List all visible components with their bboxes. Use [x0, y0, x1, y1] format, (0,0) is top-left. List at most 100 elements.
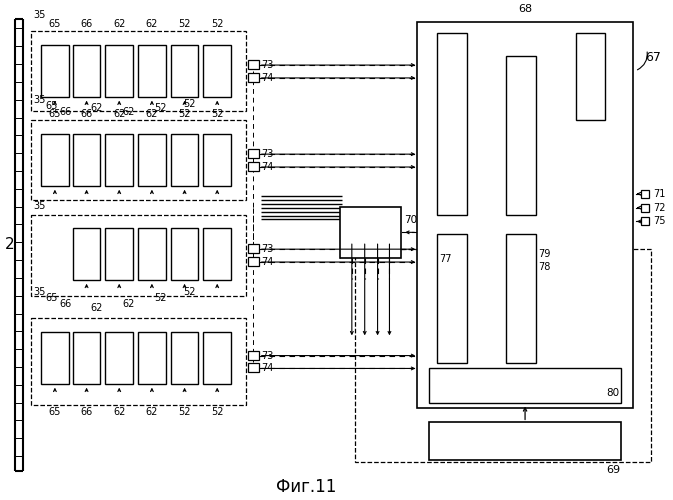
Text: 74: 74 [260, 73, 273, 83]
Text: 67: 67 [645, 51, 661, 64]
Text: 52: 52 [184, 286, 196, 296]
Bar [248, 257, 259, 266]
Bar [31, 32, 246, 110]
Bar [41, 134, 69, 186]
Bar [106, 332, 133, 384]
Bar [106, 228, 133, 280]
Text: 52: 52 [178, 406, 191, 416]
Text: 2: 2 [5, 237, 14, 252]
Bar [506, 234, 536, 363]
Text: 62: 62 [113, 406, 125, 416]
Text: 75: 75 [653, 216, 665, 226]
Text: 73: 73 [260, 149, 273, 159]
Text: 66: 66 [60, 106, 72, 117]
Bar [248, 60, 259, 69]
Text: 65: 65 [48, 20, 61, 30]
Text: 62: 62 [91, 302, 103, 312]
Bar [73, 134, 100, 186]
Text: 35: 35 [33, 94, 46, 104]
Text: 52: 52 [184, 98, 196, 108]
Bar [641, 218, 649, 226]
Text: 62: 62 [146, 108, 158, 118]
Text: 52: 52 [178, 108, 191, 118]
Text: 62: 62 [122, 106, 135, 117]
Bar [248, 364, 259, 372]
Bar [340, 206, 401, 258]
Bar [31, 318, 246, 404]
Text: 66: 66 [81, 406, 93, 416]
Bar [41, 46, 69, 96]
Text: 52: 52 [211, 406, 223, 416]
Text: 66: 66 [81, 108, 93, 118]
Text: 62: 62 [91, 102, 103, 113]
Text: 79: 79 [538, 249, 551, 259]
Text: 35: 35 [33, 286, 46, 296]
Bar [506, 56, 536, 214]
Bar [138, 46, 166, 96]
Bar [203, 228, 231, 280]
Bar [73, 332, 100, 384]
Text: 74: 74 [260, 364, 273, 374]
Bar [248, 73, 259, 82]
Text: 74: 74 [260, 162, 273, 172]
Text: Фиг.11: Фиг.11 [276, 478, 336, 496]
Bar [138, 332, 166, 384]
Bar [417, 22, 633, 407]
Bar [203, 332, 231, 384]
Text: 66: 66 [81, 20, 93, 30]
Text: 62: 62 [113, 20, 125, 30]
Bar [73, 46, 100, 96]
Text: 65: 65 [48, 406, 61, 416]
Text: 35: 35 [33, 200, 46, 210]
Bar [106, 46, 133, 96]
Bar [641, 190, 649, 198]
Text: 74: 74 [260, 257, 273, 267]
Text: 52: 52 [154, 292, 166, 302]
Text: 72: 72 [653, 202, 665, 212]
Text: 62: 62 [122, 298, 135, 308]
Bar [31, 120, 246, 200]
Text: 68: 68 [518, 4, 532, 14]
Bar [171, 134, 199, 186]
Text: 80: 80 [606, 388, 619, 398]
Text: 52: 52 [211, 108, 223, 118]
Bar [355, 249, 651, 462]
Text: 71: 71 [653, 188, 665, 198]
Bar [248, 149, 259, 158]
Bar [248, 350, 259, 360]
Bar [171, 332, 199, 384]
Bar [437, 234, 466, 363]
Text: 65: 65 [48, 108, 61, 118]
Text: 62: 62 [146, 20, 158, 30]
Text: 66: 66 [60, 298, 72, 308]
Bar [138, 134, 166, 186]
Bar [437, 34, 466, 214]
Text: 52: 52 [178, 20, 191, 30]
Bar [575, 34, 605, 120]
Text: 73: 73 [260, 60, 273, 70]
Bar [41, 332, 69, 384]
Bar [429, 368, 621, 402]
Text: 73: 73 [260, 244, 273, 254]
Text: 62: 62 [146, 406, 158, 416]
Text: 62: 62 [113, 108, 125, 118]
Bar [203, 134, 231, 186]
Text: 77: 77 [439, 254, 452, 264]
Bar [203, 46, 231, 96]
Bar [171, 228, 199, 280]
Bar [138, 228, 166, 280]
Text: 70: 70 [404, 214, 417, 224]
Bar [429, 422, 621, 460]
Text: 73: 73 [260, 350, 273, 360]
Bar [31, 214, 246, 296]
Text: 35: 35 [33, 10, 46, 20]
Bar [641, 204, 649, 212]
Bar [106, 134, 133, 186]
Text: 52: 52 [154, 102, 166, 113]
Bar [248, 244, 259, 253]
Text: 52: 52 [211, 20, 223, 30]
Bar [171, 46, 199, 96]
Bar [73, 228, 100, 280]
Text: 65: 65 [45, 100, 57, 110]
Bar [248, 162, 259, 171]
